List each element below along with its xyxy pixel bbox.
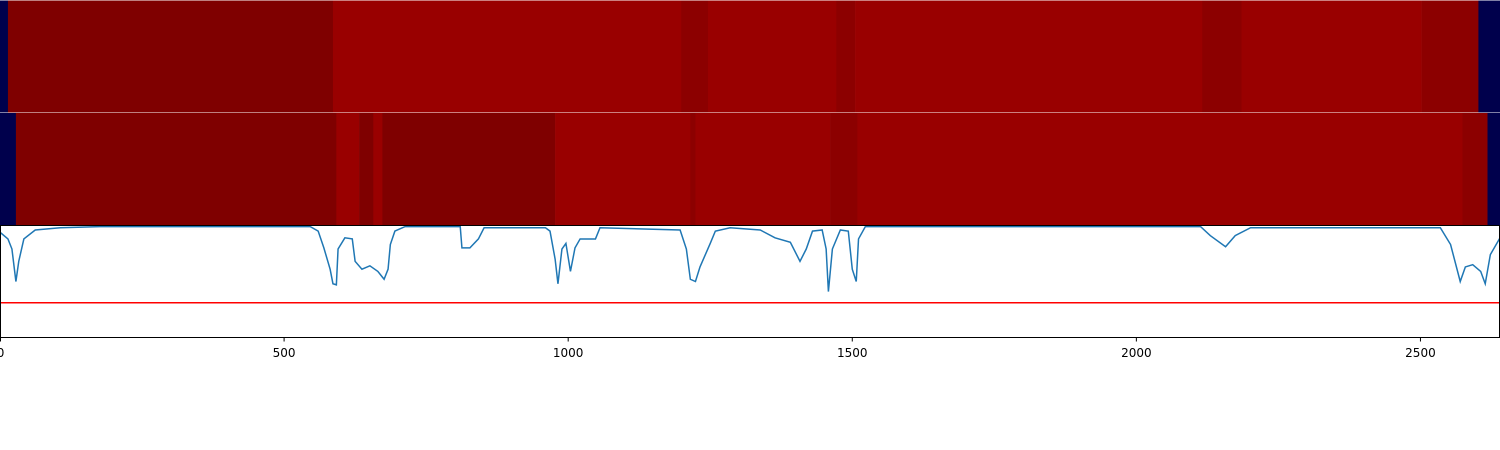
heatmap-cell	[857, 113, 1463, 225]
heatmap-cell	[855, 0, 1203, 113]
x-tick-label: 2500	[1405, 346, 1436, 360]
heatmap-cell	[1478, 0, 1500, 113]
heatmap-cell	[836, 0, 856, 113]
heatmap-cell	[695, 113, 831, 225]
plot-background	[0, 225, 1500, 338]
heatmap-cell	[1421, 0, 1479, 113]
heatmap-cell	[1202, 0, 1242, 113]
series-line	[0, 225, 1500, 292]
heatmap-cell	[555, 113, 691, 225]
x-tick-label: 1500	[837, 346, 868, 360]
heatmap-cell	[359, 113, 374, 225]
heatmap-cell	[336, 113, 360, 225]
heatmap-cell	[332, 0, 682, 113]
heatmap-cell	[1487, 113, 1500, 225]
heatmap-cell	[0, 0, 9, 113]
heatmap-cell	[681, 0, 709, 113]
heatmap-cell	[830, 113, 858, 225]
heatmap-cell	[15, 113, 337, 225]
x-tick-label: 1000	[553, 346, 584, 360]
heatmap-cell	[382, 113, 556, 225]
heatmap-cell	[1241, 0, 1422, 113]
heatmap-cell	[373, 113, 383, 225]
x-tick-label: 500	[273, 346, 296, 360]
x-tick-label: 0	[0, 346, 4, 360]
heatmap-cell	[1462, 113, 1488, 225]
x-tick-label: 2000	[1121, 346, 1152, 360]
heatmap-cell	[690, 113, 696, 225]
heatmap-cell	[707, 0, 837, 113]
heatmap-cell	[0, 113, 17, 225]
heatmap-cell	[7, 0, 334, 113]
